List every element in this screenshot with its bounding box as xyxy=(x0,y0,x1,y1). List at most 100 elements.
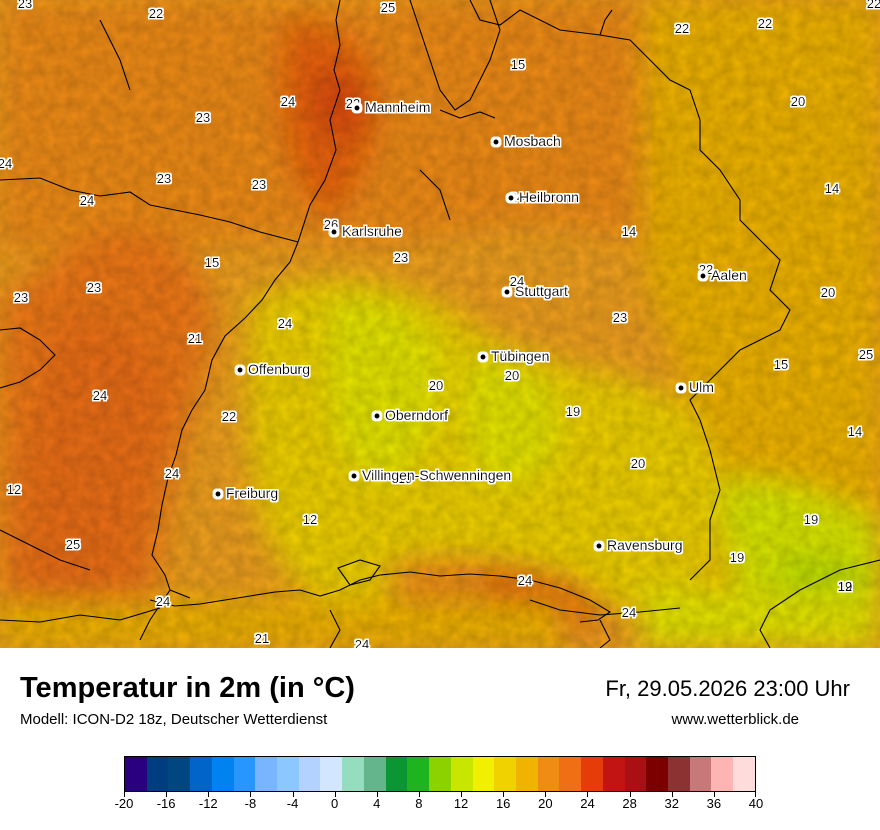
legend-bar xyxy=(124,756,756,792)
temperature-value: 14 xyxy=(848,424,862,439)
city-label: Villingen-Schwenningen xyxy=(362,467,511,483)
temperature-value: 23 xyxy=(87,280,101,295)
legend-swatch xyxy=(125,757,147,791)
city-label: Ulm xyxy=(689,379,714,395)
legend-tick xyxy=(166,792,168,797)
temperature-value: 23 xyxy=(18,0,32,11)
legend-swatch xyxy=(689,757,712,791)
legend-tick-label: -8 xyxy=(244,796,257,811)
city-dot xyxy=(479,353,487,361)
city-mannheim: Mannheim xyxy=(353,99,430,115)
legend-tick xyxy=(587,792,589,797)
temperature-value: 22 xyxy=(149,6,163,21)
legend-tick-label: -20 xyxy=(114,796,134,811)
city-villingen-schwenningen: Villingen-Schwenningen xyxy=(350,467,511,483)
temperature-value: 24 xyxy=(0,156,12,171)
temperature-value: 21 xyxy=(255,631,269,646)
temperature-value: 14 xyxy=(622,224,636,239)
legend-swatch xyxy=(342,757,364,791)
temperature-value: 24 xyxy=(281,94,295,109)
temperature-value: 23 xyxy=(157,171,171,186)
city-dot xyxy=(214,490,222,498)
legend-tick xyxy=(713,792,715,797)
temperature-value: 24 xyxy=(278,316,292,331)
model-source: Modell: ICON-D2 18z, Deutscher Wetterdie… xyxy=(20,711,328,728)
legend-swatch xyxy=(429,757,451,791)
legend-tick-label: -12 xyxy=(198,796,218,811)
temperature-value: 19 xyxy=(838,579,852,594)
temperature-value: 19 xyxy=(804,512,818,527)
city-label: Mosbach xyxy=(504,133,561,149)
state-borders xyxy=(0,0,880,648)
temperature-value: 20 xyxy=(505,368,519,383)
city-dot xyxy=(373,412,381,420)
temperature-value: 12 xyxy=(303,512,317,527)
legend-swatch xyxy=(211,757,234,791)
legend-swatch xyxy=(450,757,473,791)
city-aalen: Aalen xyxy=(699,267,747,283)
temperature-value: 20 xyxy=(631,456,645,471)
city-label: Offenburg xyxy=(248,361,310,377)
legend-tick xyxy=(376,792,378,797)
city-dot xyxy=(595,542,603,550)
city-label: Oberndorf xyxy=(385,407,448,423)
legend-swatch xyxy=(233,757,256,791)
legend-tick xyxy=(461,792,463,797)
city-markers: Mannheim Mosbach Heilbronn Karlsruhe Aalen St… xyxy=(214,99,747,553)
city-mosbach: Mosbach xyxy=(492,133,561,149)
temperature-value: 20 xyxy=(429,378,443,393)
legend-swatch xyxy=(407,757,430,791)
city-label: Tübingen xyxy=(491,348,549,364)
city-dot xyxy=(330,228,338,236)
city-karlsruhe: Karlsruhe xyxy=(330,223,402,239)
temperature-value: 23 xyxy=(613,310,627,325)
legend-swatch xyxy=(537,757,560,791)
legend-tick xyxy=(629,792,631,797)
legend-tick-label: 20 xyxy=(538,796,553,811)
city-label: Mannheim xyxy=(365,99,430,115)
legend-tick-label: 40 xyxy=(748,796,764,811)
temperature-value: 24 xyxy=(80,193,94,208)
city-freiburg: Freiburg xyxy=(214,485,278,501)
legend-tick xyxy=(292,792,294,797)
temperature-value: 23 xyxy=(14,290,28,305)
city-label: Aalen xyxy=(711,267,747,283)
map-title: Temperatur in 2m (in °C) xyxy=(20,672,355,704)
legend-swatch xyxy=(515,757,538,791)
temperature-value: 20 xyxy=(821,285,835,300)
legend-tick xyxy=(124,792,125,797)
legend-swatch xyxy=(559,757,582,791)
temperature-value: 15 xyxy=(205,255,219,270)
legend-tick-label: 28 xyxy=(622,796,637,811)
legend-swatch xyxy=(733,757,755,791)
temperature-value: 22 xyxy=(675,21,689,36)
forecast-datetime: Fr, 29.05.2026 23:00 Uhr xyxy=(605,676,850,701)
temperature-value: 24 xyxy=(622,605,636,620)
legend-swatch xyxy=(190,757,212,791)
legend-swatch xyxy=(624,757,647,791)
temperature-value: 25 xyxy=(859,347,873,362)
legend-tick-label: 12 xyxy=(453,796,469,811)
temperature-value: 24 xyxy=(518,573,532,588)
city-ravensburg: Ravensburg xyxy=(595,537,683,553)
legend-tick-label: 32 xyxy=(664,796,679,811)
legend-tick xyxy=(503,792,505,797)
city-label: Ravensburg xyxy=(607,537,683,553)
legend-swatch xyxy=(277,757,299,791)
legend-tick xyxy=(671,792,673,797)
temperature-value: 20 xyxy=(791,94,805,109)
legend-tick-label: -16 xyxy=(156,796,176,811)
temperature-value: 25 xyxy=(381,0,395,15)
city-stuttgart: Stuttgart xyxy=(503,283,568,299)
legend-swatch xyxy=(472,757,495,791)
website-link[interactable]: www.wetterblick.de xyxy=(671,711,799,728)
temperature-value: 22 xyxy=(867,0,880,11)
legend-tick xyxy=(250,792,252,797)
temperature-value: 24 xyxy=(355,637,369,648)
legend-swatch xyxy=(667,757,690,791)
temperature-value: 23 xyxy=(252,177,266,192)
city-dot xyxy=(353,104,361,112)
temperature-value: 23 xyxy=(196,110,210,125)
legend-swatch xyxy=(602,757,625,791)
legend-tick xyxy=(755,792,756,797)
